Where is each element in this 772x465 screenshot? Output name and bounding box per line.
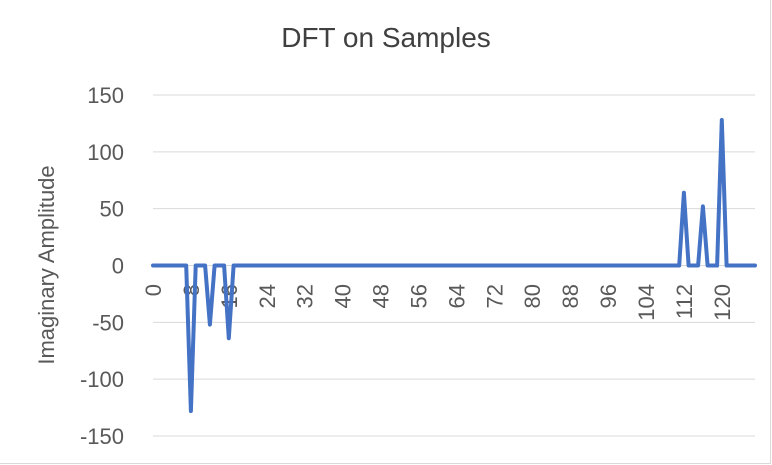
series-line-0 xyxy=(151,118,757,413)
x-tick-label: 88 xyxy=(558,284,583,308)
x-tick-label: 80 xyxy=(520,284,545,308)
gridlines xyxy=(153,94,755,437)
x-tick-label: 64 xyxy=(444,284,469,308)
y-tick-label: -100 xyxy=(80,367,124,392)
x-tick-label: 56 xyxy=(406,284,431,308)
x-tick-label: 24 xyxy=(255,284,280,308)
x-tick-label: 40 xyxy=(331,284,356,308)
chart-title: DFT on Samples xyxy=(281,22,491,53)
series-layer xyxy=(151,118,757,413)
y-tick-labels: 150 100 50 0 -50 -100 -150 xyxy=(80,83,124,449)
x-tick-label: 8 xyxy=(179,284,204,296)
y-tick-label: 50 xyxy=(100,197,124,222)
x-tick-label: 120 xyxy=(710,284,735,321)
x-tick-labels: 0 8 16 24 32 40 48 56 64 72 80 88 96 104 112 120 xyxy=(141,284,735,321)
x-tick-label: 104 xyxy=(634,284,659,321)
x-tick-label: 32 xyxy=(293,284,318,308)
y-tick-label: -50 xyxy=(92,310,124,335)
x-tick-label: 0 xyxy=(141,284,166,296)
y-tick-label: 150 xyxy=(87,83,124,108)
y-tick-label: -150 xyxy=(80,424,124,449)
x-tick-label: 48 xyxy=(369,284,394,308)
x-tick-label: 112 xyxy=(672,284,697,319)
x-tick-label: 72 xyxy=(482,284,507,308)
y-tick-label: 0 xyxy=(112,254,124,279)
x-tick-label: 96 xyxy=(596,284,621,308)
y-tick-label: 100 xyxy=(87,140,124,165)
